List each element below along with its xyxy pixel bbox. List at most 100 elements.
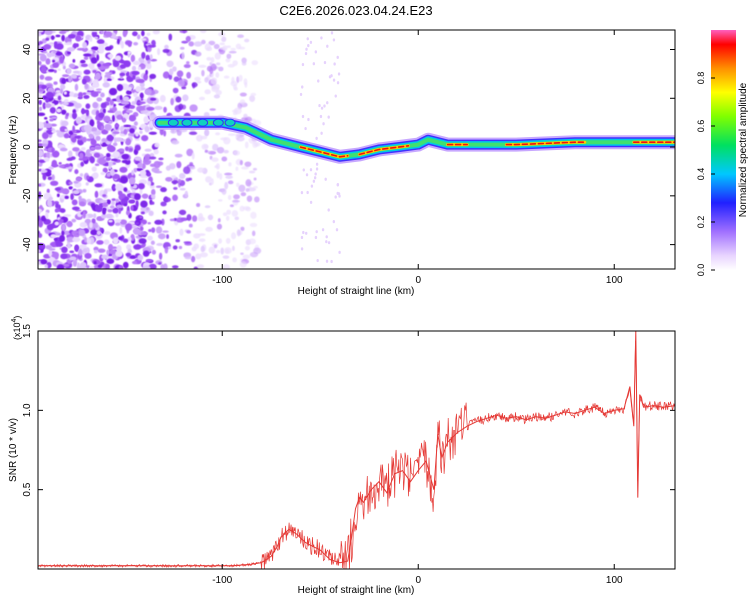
spectrogram-x-ticks: -100 0 100 bbox=[212, 30, 623, 286]
spectrogram-noise-blob bbox=[192, 215, 198, 222]
spectrogram-noise-blob bbox=[104, 31, 113, 38]
spectrogram-noise-blob bbox=[39, 54, 47, 62]
spectrogram-noise-blob bbox=[90, 30, 99, 33]
spectrogram-noise-blob bbox=[40, 66, 47, 74]
spectrogram-noise-blob bbox=[181, 51, 185, 60]
spectrogram-noise-blob bbox=[97, 46, 105, 54]
snr-frame bbox=[37, 330, 676, 570]
spectrogram-noise-blob bbox=[218, 199, 223, 202]
spectrogram-noise-blob bbox=[135, 132, 139, 137]
spectrogram-noise-blob bbox=[237, 34, 244, 39]
spectrogram-noise-blob bbox=[74, 102, 82, 109]
spectrogram-noise-blob bbox=[137, 66, 142, 71]
spectrogram-noise-blob bbox=[225, 248, 230, 254]
spectrogram-noise-blob bbox=[129, 104, 136, 109]
spectrogram-noise-blob bbox=[123, 124, 132, 128]
spectrogram-y-tick-label: 0 bbox=[22, 144, 33, 150]
spectrogram-noise-blob bbox=[148, 210, 154, 217]
spectrogram-noise-blob bbox=[125, 252, 132, 257]
spectrogram-noise-blob bbox=[45, 122, 52, 129]
spectrogram-noise-blob bbox=[50, 234, 57, 238]
spectrogram-noise-blob bbox=[50, 103, 55, 108]
spectrogram-noise-blob bbox=[46, 188, 50, 194]
spectrogram-noise-blob bbox=[186, 71, 192, 79]
spectrogram-faint-blob bbox=[309, 200, 313, 204]
spectrogram-faint-blob bbox=[305, 173, 309, 177]
spectrogram-noise-blob bbox=[46, 169, 51, 177]
spectrogram-noise-blob bbox=[54, 221, 59, 226]
spectrogram-noise-blob bbox=[221, 188, 227, 195]
snr-y-label: SNR (10 * v/v) bbox=[8, 418, 19, 482]
spectrogram-noise-blob bbox=[62, 65, 66, 70]
spectrogram-noise-blob bbox=[94, 146, 102, 150]
spectrogram-noise-blob bbox=[143, 116, 149, 124]
spectrogram-faint-blob bbox=[325, 259, 329, 263]
spectrogram-noise-blob bbox=[58, 30, 67, 35]
spectrogram-noise-blob bbox=[43, 148, 48, 151]
spectrogram-noise-blob bbox=[222, 264, 230, 269]
spectrogram-noise-blob bbox=[101, 138, 107, 143]
spectrogram-noise-blob bbox=[83, 56, 89, 61]
spectrogram-noise-blob bbox=[137, 162, 143, 169]
spectrogram-noise-blob bbox=[74, 135, 81, 139]
spectrogram-noise-blob bbox=[249, 95, 256, 103]
spectrogram-faint-blob bbox=[306, 37, 309, 41]
spectrogram-faint-blob bbox=[324, 177, 327, 181]
spectrogram-noise-blob bbox=[82, 188, 87, 193]
spectrogram-noise-blob bbox=[106, 249, 110, 256]
spectrogram-noise-blob bbox=[154, 219, 163, 225]
spectrogram-noise-blob bbox=[235, 166, 239, 171]
spectrogram-noise-blob bbox=[174, 153, 183, 158]
spectrogram-noise-blob bbox=[85, 182, 89, 186]
spectrogram-noise-blob bbox=[215, 62, 221, 66]
spectrogram-noise-blob bbox=[46, 151, 51, 159]
spectrogram-noise-blob bbox=[150, 97, 157, 101]
spectrogram-noise-blob bbox=[71, 206, 80, 211]
spectrogram-noise-blob bbox=[92, 69, 97, 73]
spectrogram-noise-blob bbox=[128, 177, 136, 185]
spectrogram-faint-blob bbox=[336, 55, 339, 59]
spectrogram-noise-blob bbox=[68, 76, 73, 83]
spectrogram-noise-blob bbox=[246, 195, 253, 202]
spectrogram-noise-blob bbox=[107, 209, 113, 213]
spectrogram-noise-blob bbox=[210, 77, 218, 85]
spectrogram-noise-blob bbox=[45, 211, 49, 219]
spectrogram-noise-blob bbox=[38, 208, 43, 213]
spectrogram-noise-blob bbox=[241, 61, 247, 66]
spectrogram-noise-blob bbox=[132, 74, 136, 80]
spectrogram-noise-blob bbox=[106, 134, 114, 142]
spectrogram-noise-blob bbox=[175, 96, 182, 103]
spectrogram-noise-blob bbox=[196, 264, 205, 269]
spectrogram-noise-blob bbox=[51, 159, 58, 168]
spectrogram-noise-blob bbox=[90, 138, 97, 146]
spectrogram-noise-blob bbox=[41, 84, 48, 90]
spectrogram-noise-blob bbox=[139, 216, 143, 219]
spectrogram-noise-blob bbox=[104, 72, 113, 75]
spectrogram-noise-blob bbox=[45, 98, 50, 103]
spectrogram-noise-blob bbox=[207, 214, 214, 221]
spectrogram-noise-blob bbox=[213, 94, 221, 99]
spectrogram-noise-blob bbox=[95, 110, 100, 116]
spectrogram-faint-blob bbox=[322, 122, 325, 126]
spectrogram-faint-blob bbox=[323, 60, 327, 65]
spectrogram-noise-blob bbox=[211, 157, 219, 162]
spectrogram-noise-blob bbox=[93, 246, 99, 252]
spectrogram-noise-blob bbox=[79, 201, 86, 207]
spectrogram-faint-blob bbox=[301, 114, 305, 119]
spectrogram-noise-blob bbox=[128, 114, 137, 122]
spectrogram-noise-blob bbox=[123, 128, 128, 135]
spectrogram-frame bbox=[37, 29, 676, 270]
spectrogram-noise-blob bbox=[146, 106, 155, 111]
spectrogram-faint-blob bbox=[330, 31, 334, 35]
spectrogram-faint-blob bbox=[312, 179, 316, 183]
spectrogram-noise-blob bbox=[134, 156, 142, 161]
spectrogram-noise-blob bbox=[150, 240, 155, 245]
spectrogram-noise-blob bbox=[236, 182, 240, 187]
spectrogram-noise-blob bbox=[102, 108, 106, 114]
spectrogram-noise-blob bbox=[134, 193, 141, 201]
spectrogram-faint-blob bbox=[332, 78, 336, 82]
spectrogram-noise-blob bbox=[74, 169, 79, 175]
spectrogram-noise-blob bbox=[215, 249, 221, 254]
spectrogram-noise-blob bbox=[162, 71, 170, 79]
spectrogram-noise-blob bbox=[55, 34, 61, 38]
